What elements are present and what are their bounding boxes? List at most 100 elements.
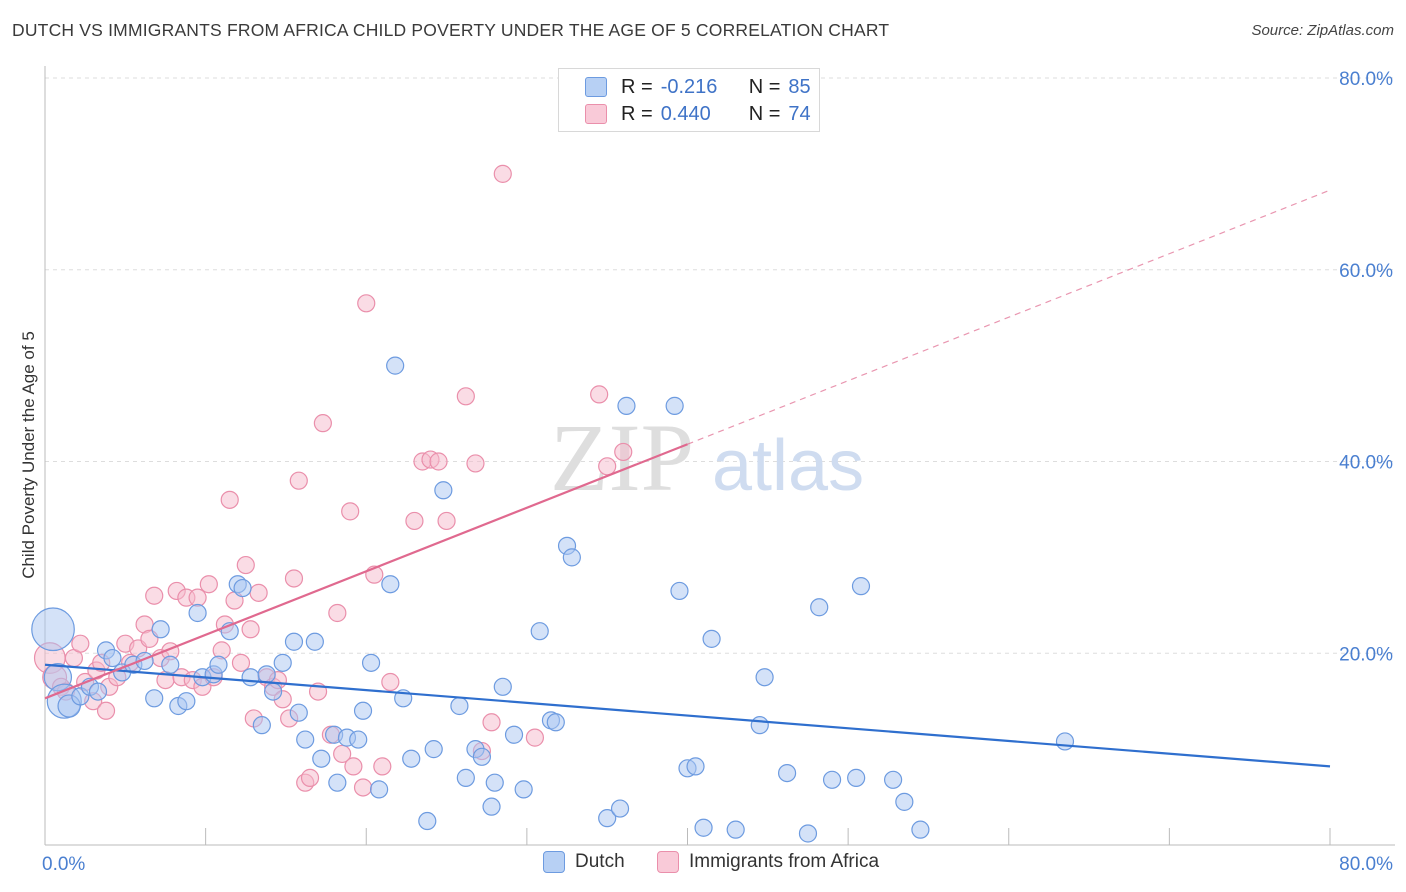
africa-point [590, 385, 609, 404]
dutch-point [610, 799, 630, 818]
dutch-point [349, 730, 368, 749]
dutch-point [273, 653, 292, 672]
dutch-point [777, 763, 797, 783]
dutch-point [289, 703, 308, 722]
dutch-point [241, 668, 260, 687]
legend-dutch-swatch [543, 851, 565, 873]
africa-point [373, 757, 392, 776]
dutch-point [381, 575, 400, 594]
africa-point [220, 490, 239, 509]
dutch-point [798, 824, 818, 843]
points-layer [31, 164, 1075, 843]
dutch-point [726, 820, 745, 839]
dutch-point [514, 780, 533, 799]
dutch-point [103, 648, 122, 668]
legend-r-value-dutch: -0.216 [660, 75, 718, 98]
dutch-point [493, 677, 512, 696]
legend-r-label-dutch: R = [621, 75, 653, 98]
y-tick-label: 20.0% [1339, 644, 1393, 665]
africa-point [333, 744, 352, 764]
africa-point [231, 653, 251, 672]
dutch-point [530, 622, 549, 641]
dutch-point [895, 792, 914, 811]
dutch-point [911, 820, 930, 839]
africa-point [313, 414, 332, 433]
chart-title: DUTCH VS IMMIGRANTS FROM AFRICA CHILD PO… [12, 20, 890, 40]
dutch-point [305, 632, 324, 651]
dutch-point [670, 581, 689, 601]
dutch-point [252, 716, 271, 735]
legend-n-label-africa: N = [748, 102, 781, 125]
stats-legend: R = -0.216 N = 85 R = 0.440 N = 74 [558, 68, 820, 132]
dutch-point [257, 665, 276, 684]
y-tick-label: 80.0% [1339, 69, 1393, 90]
africa-point [357, 294, 376, 313]
dutch-point [418, 811, 437, 831]
africa-point [525, 728, 545, 747]
dutch-point [617, 396, 636, 415]
africa-point [614, 442, 633, 462]
legend-n-label-dutch: N = [748, 75, 781, 98]
dutch-point [161, 655, 180, 674]
dutch-point [450, 696, 469, 716]
y-axis-label: Child Poverty Under the Age of 5 [19, 331, 38, 579]
watermark-atlas: atlas [712, 426, 864, 506]
dutch-point [456, 768, 475, 787]
dutch-point [263, 682, 283, 701]
legend-item-dutch: Dutch [543, 851, 625, 873]
africa-point [381, 672, 400, 692]
dutch-point [810, 598, 829, 617]
africa-point [145, 586, 164, 605]
dutch-point [485, 773, 504, 792]
dutch-point [755, 668, 774, 687]
dutch-point [145, 689, 164, 708]
legend-africa-swatch [657, 851, 679, 873]
dutch-point [353, 701, 373, 720]
dutch-point [434, 481, 453, 500]
chart-source: Source: ZipAtlas.com [1251, 22, 1394, 39]
africa-point [493, 164, 512, 183]
x-tick-label: 0.0% [42, 854, 85, 875]
dutch-point [686, 757, 705, 776]
dutch-point [370, 780, 389, 799]
watermark: ZIP atlas [550, 404, 864, 511]
africa-point [466, 454, 485, 473]
dutch-point [702, 629, 721, 648]
dutch-point [402, 749, 421, 768]
dutch-point [209, 655, 228, 674]
legend-africa-label: Immigrants from Africa [689, 851, 880, 872]
africa-point [289, 471, 308, 490]
dutch-point [665, 396, 684, 415]
africa-point [249, 583, 268, 602]
dutch-point [177, 692, 196, 711]
africa-point [236, 555, 255, 575]
trend-layer [44, 189, 1331, 768]
africa-point [437, 511, 456, 531]
dutch-point [284, 632, 304, 651]
dutch-point [504, 725, 524, 744]
dutch-point [424, 740, 443, 759]
dutch-point [386, 356, 405, 375]
africa-point [482, 713, 501, 732]
africa-point [341, 502, 360, 521]
dutch-point [883, 770, 903, 789]
africa-point [300, 768, 320, 787]
y-tick-label: 40.0% [1339, 453, 1393, 474]
dutch-point [482, 797, 501, 816]
x-tick-label: 80.0% [1339, 854, 1393, 875]
dutch-point [31, 607, 75, 652]
legend-n-value-dutch: 85 [788, 75, 811, 98]
dutch-point [546, 713, 565, 732]
dutch-point [151, 620, 170, 639]
legend-n-value-africa: 74 [788, 102, 811, 125]
africa-point [456, 387, 475, 406]
y-tick-label: 60.0% [1339, 261, 1393, 282]
africa-point [96, 701, 116, 720]
dutch-point [1055, 732, 1075, 751]
africa-point [188, 588, 207, 607]
africa-point [284, 569, 304, 588]
africa-point [199, 575, 218, 594]
labels-layer: 20.0% 40.0% 60.0% 80.0% 0.0% 80.0% Child Pover… [19, 69, 1393, 875]
dutch-point [296, 730, 315, 749]
